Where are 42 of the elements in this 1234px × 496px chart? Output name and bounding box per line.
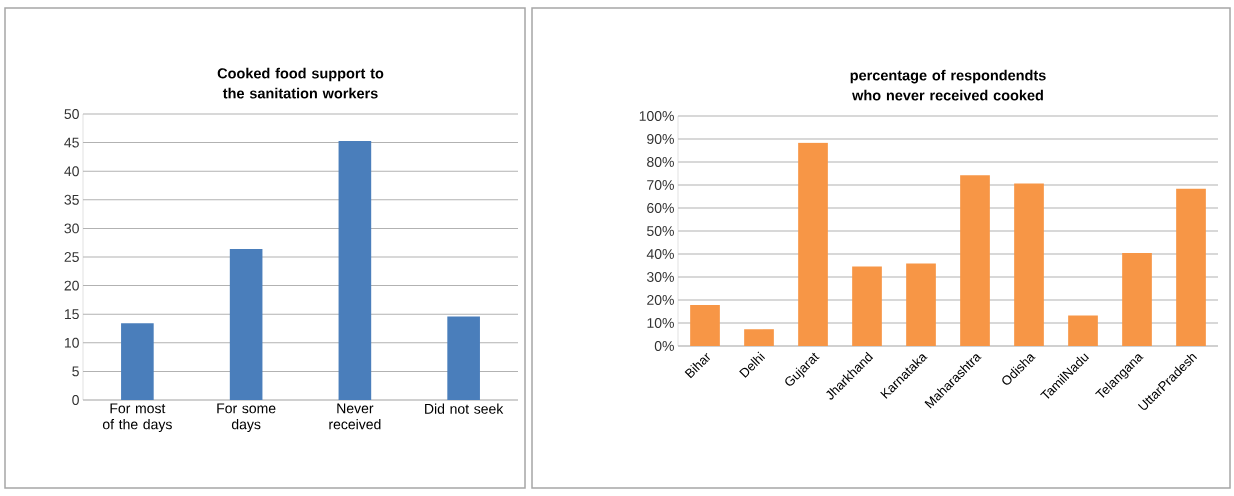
x-tick-label: For some days bbox=[217, 403, 276, 433]
bar bbox=[121, 323, 154, 400]
bar bbox=[1122, 253, 1152, 346]
y-tick-label: 5 bbox=[72, 366, 79, 377]
x-tick-label: Never received bbox=[329, 403, 381, 430]
y-tick-label: 20% bbox=[647, 295, 674, 305]
bar bbox=[229, 249, 263, 400]
y-tick-label: 50% bbox=[647, 226, 674, 236]
bar bbox=[447, 316, 480, 400]
bar bbox=[906, 263, 936, 346]
bar bbox=[960, 175, 990, 346]
y-tick-label: 100% bbox=[639, 111, 674, 121]
chart-title: percentage of respondendts who never received cooked bbox=[850, 69, 1046, 101]
y-tick-label: 90% bbox=[647, 134, 674, 144]
y-tick-label: 30% bbox=[646, 272, 674, 282]
bar bbox=[1014, 183, 1044, 346]
y-tick-label: 10 bbox=[64, 337, 79, 348]
y-tick-label: 20 bbox=[64, 280, 79, 291]
bar bbox=[1068, 315, 1098, 346]
y-tick-label: 15 bbox=[64, 309, 79, 320]
y-tick-label: 40 bbox=[64, 166, 79, 177]
x-tick-label: For most of the days bbox=[102, 403, 172, 433]
y-tick-label: 0% bbox=[654, 341, 674, 351]
y-tick-label: 10% bbox=[647, 318, 674, 328]
y-tick-label: 0 bbox=[72, 395, 79, 405]
y-tick-label: 60% bbox=[647, 203, 674, 213]
bar bbox=[744, 329, 774, 346]
y-tick-label: 45 bbox=[64, 137, 79, 148]
y-tick-label: 70% bbox=[647, 180, 674, 190]
y-tick-label: 80% bbox=[647, 157, 674, 167]
chart-title: Cooked food support to the sanitation workers bbox=[217, 67, 384, 99]
bar bbox=[690, 305, 720, 346]
bar bbox=[338, 140, 372, 400]
y-tick-label: 25 bbox=[64, 252, 79, 262]
bar bbox=[798, 142, 828, 346]
x-tick-label: Did not seek bbox=[425, 403, 504, 414]
bar bbox=[852, 266, 882, 346]
bar bbox=[1176, 188, 1206, 346]
y-tick-label: 40% bbox=[646, 249, 674, 259]
y-tick-label: 35 bbox=[64, 194, 79, 205]
y-tick-label: 50 bbox=[64, 109, 79, 119]
y-tick-label: 30 bbox=[64, 223, 79, 234]
